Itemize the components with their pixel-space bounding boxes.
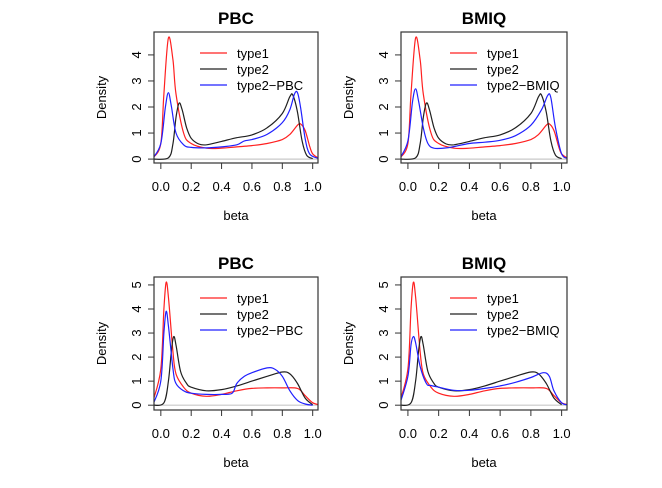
density-line-type2 xyxy=(154,93,314,160)
x-tick-label: 1.0 xyxy=(553,426,571,441)
y-tick-label: 4 xyxy=(376,51,391,58)
x-tick-label: 0.2 xyxy=(182,426,200,441)
y-tick-label: 0 xyxy=(376,402,391,409)
legend-label: type2 xyxy=(487,62,519,77)
x-axis-label: beta xyxy=(223,455,249,470)
y-tick-label: 0 xyxy=(376,155,391,162)
x-axis-label: beta xyxy=(223,208,249,223)
y-tick-label: 3 xyxy=(376,329,391,336)
y-tick-label: 0 xyxy=(129,402,144,409)
y-tick-label: 2 xyxy=(129,103,144,110)
density-line-type2-pbc xyxy=(154,90,318,159)
y-tick-label: 1 xyxy=(376,378,391,385)
y-tick-label: 3 xyxy=(129,329,144,336)
legend-label: type2 xyxy=(237,307,269,322)
legend-label: type2−BMIQ xyxy=(487,78,560,93)
legend-label: type2 xyxy=(237,62,269,77)
x-tick-label: 0.4 xyxy=(213,179,231,194)
y-tick-label: 5 xyxy=(376,281,391,288)
y-axis-label: Density xyxy=(94,321,109,365)
x-tick-label: 0.0 xyxy=(152,426,170,441)
density-line-type2 xyxy=(401,93,562,160)
y-tick-label: 4 xyxy=(129,51,144,58)
y-tick-label: 3 xyxy=(129,77,144,84)
x-tick-label: 0.6 xyxy=(491,179,509,194)
x-axis-label: beta xyxy=(471,455,497,470)
density-line-type2-bmiq xyxy=(401,88,567,159)
chart-title: PBC xyxy=(218,254,254,273)
y-tick-label: 3 xyxy=(376,77,391,84)
y-tick-label: 1 xyxy=(129,378,144,385)
y-tick-label: 0 xyxy=(129,155,144,162)
y-axis-label: Density xyxy=(341,75,356,119)
plot-frame xyxy=(400,276,568,411)
y-tick-label: 1 xyxy=(376,129,391,136)
density-panel-4: 0.0 0.2 0.4 0.6 0.8 1.0 0 1 2 3 4 5 BMIQ beta Density t… xyxy=(341,254,571,470)
plot-frame xyxy=(400,31,568,164)
density-panel-1: 0.0 0.2 0.4 0.6 0.8 1.0 0 1 2 3 4 PBC beta Density typ… xyxy=(94,9,322,223)
x-tick-label: 0.0 xyxy=(399,179,417,194)
y-tick-label: 2 xyxy=(129,353,144,360)
series-group xyxy=(401,36,567,160)
density-line-type1 xyxy=(401,36,567,159)
plot-frame xyxy=(153,276,319,411)
x-tick-label: 0.2 xyxy=(182,179,200,194)
density-line-type1 xyxy=(401,281,567,406)
x-tick-label: 0.4 xyxy=(460,426,478,441)
x-tick-label: 0.0 xyxy=(152,179,170,194)
y-tick-label: 2 xyxy=(376,353,391,360)
x-tick-label: 0.4 xyxy=(460,179,478,194)
legend-label: type1 xyxy=(237,291,269,306)
y-tick-label: 2 xyxy=(376,103,391,110)
density-line-type2 xyxy=(154,335,314,406)
y-tick-label: 5 xyxy=(129,281,144,288)
y-axis-label: Density xyxy=(341,321,356,365)
x-tick-label: 0.2 xyxy=(430,426,448,441)
legend-label: type2−PBC xyxy=(237,78,303,93)
x-tick-label: 0.4 xyxy=(213,426,231,441)
x-tick-label: 1.0 xyxy=(304,179,322,194)
legend-label: type2 xyxy=(487,307,519,322)
series-group xyxy=(154,281,318,406)
density-line-type1 xyxy=(154,281,318,406)
x-tick-label: 0.6 xyxy=(243,179,261,194)
x-tick-label: 0.8 xyxy=(273,426,291,441)
y-tick-label: 4 xyxy=(129,305,144,312)
x-tick-label: 0.6 xyxy=(491,426,509,441)
density-line-type2 xyxy=(401,335,562,406)
plot-frame xyxy=(153,31,319,164)
legend-label: type2−PBC xyxy=(237,323,303,338)
legend-label: type1 xyxy=(487,46,519,61)
y-tick-label: 1 xyxy=(129,129,144,136)
density-line-type2-bmiq xyxy=(401,335,567,406)
x-tick-label: 1.0 xyxy=(553,179,571,194)
series-group xyxy=(401,281,567,406)
x-tick-label: 0.2 xyxy=(430,179,448,194)
y-axis-label: Density xyxy=(94,75,109,119)
legend-label: type2−BMIQ xyxy=(487,323,560,338)
chart-title: PBC xyxy=(218,9,254,28)
density-panel-2: 0.0 0.2 0.4 0.6 0.8 1.0 0 1 2 3 4 BMIQ beta Density ty… xyxy=(341,9,571,223)
x-tick-label: 0.8 xyxy=(273,179,291,194)
x-tick-label: 0.8 xyxy=(522,426,540,441)
series-group xyxy=(154,36,318,160)
x-tick-label: 0.0 xyxy=(399,426,417,441)
x-tick-label: 0.8 xyxy=(522,179,540,194)
y-tick-label: 4 xyxy=(376,305,391,312)
density-panel-3: 0.0 0.2 0.4 0.6 0.8 1.0 0 1 2 3 4 5 PBC beta Density ty… xyxy=(94,254,322,470)
density-line-type2-pbc xyxy=(154,310,313,406)
chart-title: BMIQ xyxy=(462,9,506,28)
chart-title: BMIQ xyxy=(462,254,506,273)
legend-label: type1 xyxy=(487,291,519,306)
x-axis-label: beta xyxy=(471,208,497,223)
x-tick-label: 0.6 xyxy=(243,426,261,441)
x-tick-label: 1.0 xyxy=(304,426,322,441)
legend-label: type1 xyxy=(237,46,269,61)
